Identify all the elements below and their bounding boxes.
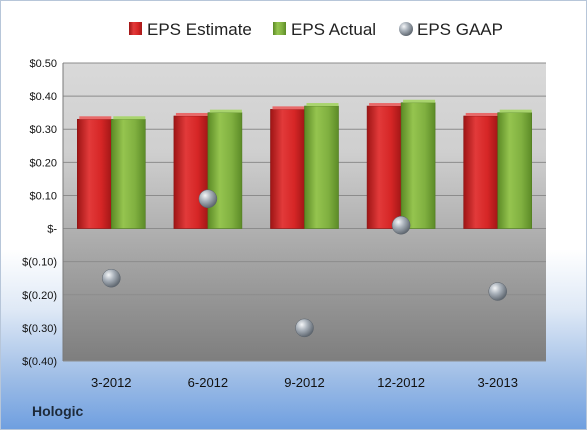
bar-eps-estimate <box>173 115 209 229</box>
bar-eps-actual <box>304 105 339 229</box>
bar-top-face <box>403 99 436 103</box>
point-eps-gaap <box>102 268 121 288</box>
plot-area: $0.50 $0.40 $0.30 $0.20 $0.10 $- $(0.10) $(0.20… <box>22 58 546 390</box>
legend-swatch-eps-actual <box>273 22 286 35</box>
bar-eps-actual <box>111 118 146 229</box>
y-tick-label: $0.40 <box>29 91 57 103</box>
bar-eps-estimate <box>77 118 112 229</box>
x-tick-label: 3-2013 <box>477 375 517 390</box>
bar-top-face <box>272 106 305 110</box>
bar-top-face <box>306 103 339 107</box>
point-eps-gaap <box>391 215 411 235</box>
company-name: Hologic <box>32 403 84 419</box>
bar-eps-estimate <box>270 109 305 229</box>
bar-top-face <box>369 103 402 107</box>
bar-top-face <box>465 112 498 116</box>
bar-eps-actual <box>497 112 533 229</box>
y-tick-label: $0.10 <box>29 190 57 202</box>
bar-top-face <box>499 109 532 113</box>
x-tick-label: 6-2012 <box>188 375 228 390</box>
legend-label-eps-estimate: EPS Estimate <box>147 20 252 39</box>
x-tick-label: 12-2012 <box>377 375 425 390</box>
bar-eps-actual <box>207 112 243 229</box>
y-tick-label: $(0.40) <box>22 356 57 368</box>
legend-swatch-eps-gaap <box>399 22 413 36</box>
y-tick-label: $0.20 <box>29 157 57 169</box>
bar-top-face <box>209 109 242 113</box>
legend-swatch-eps-estimate <box>129 22 142 35</box>
point-eps-gaap <box>295 318 314 338</box>
bar-top-face <box>175 112 208 116</box>
x-tick-label: 9-2012 <box>284 375 324 390</box>
y-tick-label: $0.30 <box>29 124 57 136</box>
legend-label-eps-actual: EPS Actual <box>291 20 376 39</box>
point-eps-gaap <box>488 282 507 301</box>
bar-eps-estimate <box>463 115 499 229</box>
y-tick-label: $(0.10) <box>22 257 57 269</box>
bar-eps-actual <box>400 102 436 229</box>
y-tick-label: $0.50 <box>29 58 57 70</box>
bar-eps-estimate <box>366 105 402 229</box>
chart-legend: EPS Estimate EPS Actual EPS GAAP <box>129 20 503 39</box>
bar-top-face <box>79 116 112 120</box>
bar-top-face <box>113 116 146 120</box>
y-tick-label: $(0.20) <box>22 290 57 302</box>
legend-label-eps-gaap: EPS GAAP <box>417 20 503 39</box>
point-eps-gaap <box>198 189 218 209</box>
y-tick-label: $(0.30) <box>22 323 57 335</box>
x-tick-label: 3-2012 <box>91 375 131 390</box>
y-tick-label: $- <box>47 224 57 236</box>
